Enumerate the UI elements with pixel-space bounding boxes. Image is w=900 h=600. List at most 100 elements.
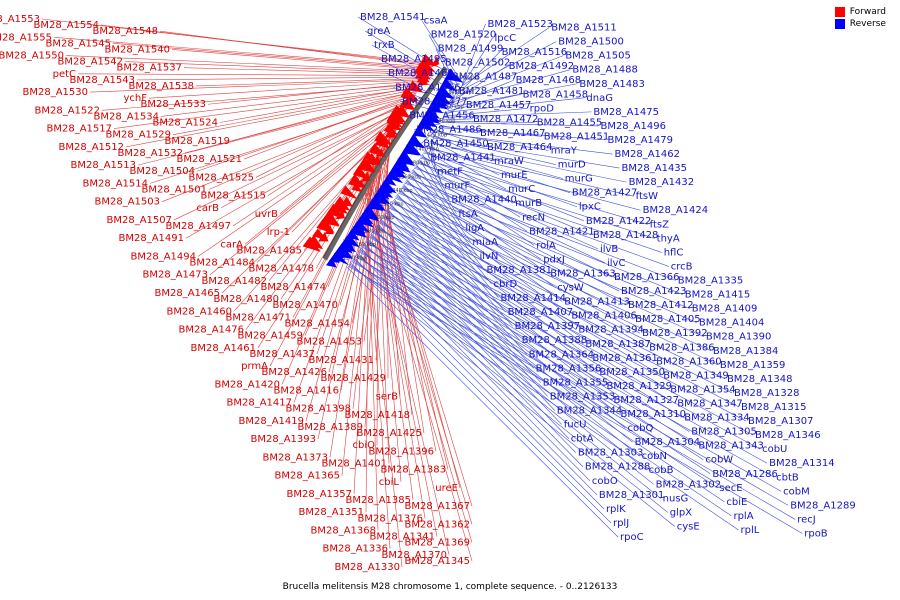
reverse-leader-line: [419, 157, 648, 225]
forward-gene-label: BM28_A1393: [250, 434, 316, 445]
forward-gene-label: BM28_A1416: [273, 385, 339, 396]
reverse-gene-label: BM28_A1469: [388, 68, 454, 79]
reverse-gene-label: BM28_A1315: [741, 402, 807, 413]
reverse-leader-line: [422, 154, 457, 214]
reverse-gene-label: ilvB: [600, 244, 618, 255]
reverse-gene-label: BM28_A1479: [607, 135, 673, 146]
axis-tick-label: 1440 kbp: [432, 118, 456, 124]
forward-feature: [312, 228, 329, 242]
reverse-leader-line: [356, 253, 661, 499]
reverse-leader-line: [411, 171, 606, 264]
forward-gene-label: petC: [53, 69, 76, 80]
forward-gene-label: BM28_A1471: [225, 312, 291, 323]
reverse-leader-line: [371, 231, 754, 436]
reverse-gene-label: BM28_A1310: [621, 409, 687, 420]
forward-gene-label: BM28_A1465: [154, 288, 220, 299]
reverse-leader-line: [442, 118, 471, 121]
reverse-leader-line: [354, 256, 789, 506]
axis-tick-label: 1480 kbp: [448, 90, 472, 96]
reverse-leader-line: [365, 240, 704, 460]
forward-gene-label: BM28_A1461: [190, 343, 256, 354]
forward-leader-line: [364, 177, 473, 543]
reverse-leader-line: [395, 196, 641, 334]
forward-gene-label: BM28_A1385: [345, 495, 411, 506]
reverse-leader-line: [449, 83, 578, 108]
reverse-leader-line: [455, 55, 564, 98]
forward-gene-label: BM28_A1460: [166, 306, 232, 317]
forward-gene-label: BM28_A1401: [321, 458, 387, 469]
reverse-gene-label: dnaG: [586, 93, 613, 104]
forward-leader-line: [125, 91, 418, 148]
reverse-gene-label: rplK: [606, 504, 626, 515]
reverse-feature: [444, 71, 454, 80]
reverse-gene-label: BM28_A1487: [452, 72, 518, 83]
reverse-leader-line: [447, 94, 521, 112]
reverse-leader-line: [379, 220, 676, 404]
reverse-leader-line: [399, 190, 570, 316]
reverse-gene-label: BM28_A1301: [599, 490, 665, 501]
reverse-gene-label: BM28_A1350: [599, 367, 665, 378]
forward-gene-label: lrp-1: [267, 227, 290, 238]
reverse-leader-line: [450, 79, 514, 107]
reverse-gene-label: BM28_A1334: [684, 413, 750, 424]
reverse-leader-line: [382, 216, 669, 390]
reverse-gene-label: BM28_A1366: [614, 272, 680, 283]
reverse-gene-label: BM28_A1397: [515, 321, 581, 332]
reverse-leader-line: [459, 37, 493, 91]
reverse-gene-label: BM28_A1343: [698, 441, 764, 452]
forward-leader-line: [161, 103, 411, 202]
forward-gene-label: cbiO: [353, 440, 376, 451]
legend-forward-label: Forward: [849, 7, 886, 17]
legend-reverse-label: Reverse: [849, 19, 886, 29]
reverse-gene-label: ftsA: [458, 209, 477, 220]
forward-gene-label: BM28_A1485: [236, 245, 302, 256]
forward-leader-line: [159, 30, 432, 67]
reverse-leader-line: [388, 206, 655, 362]
reverse-gene-label: BM28_A1486: [416, 124, 482, 135]
reverse-gene-label: BM28_A1505: [565, 51, 631, 62]
reverse-gene-label: secE: [719, 483, 742, 494]
forward-gene-label: BM28_A1532: [117, 148, 183, 159]
axis-tick-label: 1240 kbp: [343, 255, 367, 261]
reverse-gene-label: BM28_A1355: [543, 377, 609, 388]
reverse-gene-label: csaA: [424, 16, 448, 27]
forward-gene-label: BM28_A1538: [128, 81, 194, 92]
reverse-leader-line: [413, 167, 662, 253]
forward-leader-line: [231, 90, 419, 142]
forward-gene-label: BM28_A1367: [404, 501, 470, 512]
forward-gene-label: BM28_A1513: [70, 160, 136, 171]
reverse-leader-line: [360, 247, 591, 481]
reverse-gene-label: rpoC: [620, 532, 644, 543]
forward-leader-line: [113, 87, 420, 129]
forward-gene-label: BM28_A1525: [188, 172, 254, 183]
reverse-feature: [440, 79, 458, 92]
reverse-gene-label: murF: [444, 181, 470, 192]
axis-tick-label: 1280 kbp: [362, 229, 386, 235]
axis-tick-label: 1340 kbp: [389, 188, 413, 194]
reverse-gene-label: BM28_A1359: [720, 360, 786, 371]
forward-gene-label: BM28_A1484: [189, 258, 255, 269]
reverse-gene-label: BM28_A1432: [629, 177, 695, 188]
reverse-leader-line: [429, 142, 627, 183]
forward-feature: [302, 236, 321, 252]
reverse-leader-line: [359, 248, 654, 485]
axis-tick-label: 1300 kbp: [371, 215, 395, 221]
reverse-gene-label: cobB: [649, 465, 674, 476]
reverse-leader-line: [405, 180, 556, 288]
reverse-gene-label: BM28_A1458: [523, 89, 589, 100]
reverse-gene-label: BM28_A1354: [670, 384, 736, 395]
reverse-leader-line: [391, 202, 712, 352]
reverse-gene-label: BM28_A1302: [656, 479, 722, 490]
forward-gene-label: BM28_A1517: [46, 124, 112, 135]
forward-feature: [407, 80, 424, 93]
chromosome-axis: [323, 66, 449, 261]
reverse-gene-label: cobW: [705, 455, 733, 466]
reverse-gene-label: BM28_A1499: [438, 44, 504, 55]
reverse-feature: [326, 257, 337, 268]
forward-gene-label: BM28_A1497: [165, 221, 231, 232]
reverse-gene-label: rpoB: [804, 528, 828, 539]
reverse-gene-label: BM28_A1456: [409, 110, 475, 121]
forward-gene-label: BM28_A1473: [142, 270, 208, 281]
reverse-leader-line: [420, 156, 585, 222]
reverse-gene-label: BM28_A1523: [488, 19, 554, 30]
